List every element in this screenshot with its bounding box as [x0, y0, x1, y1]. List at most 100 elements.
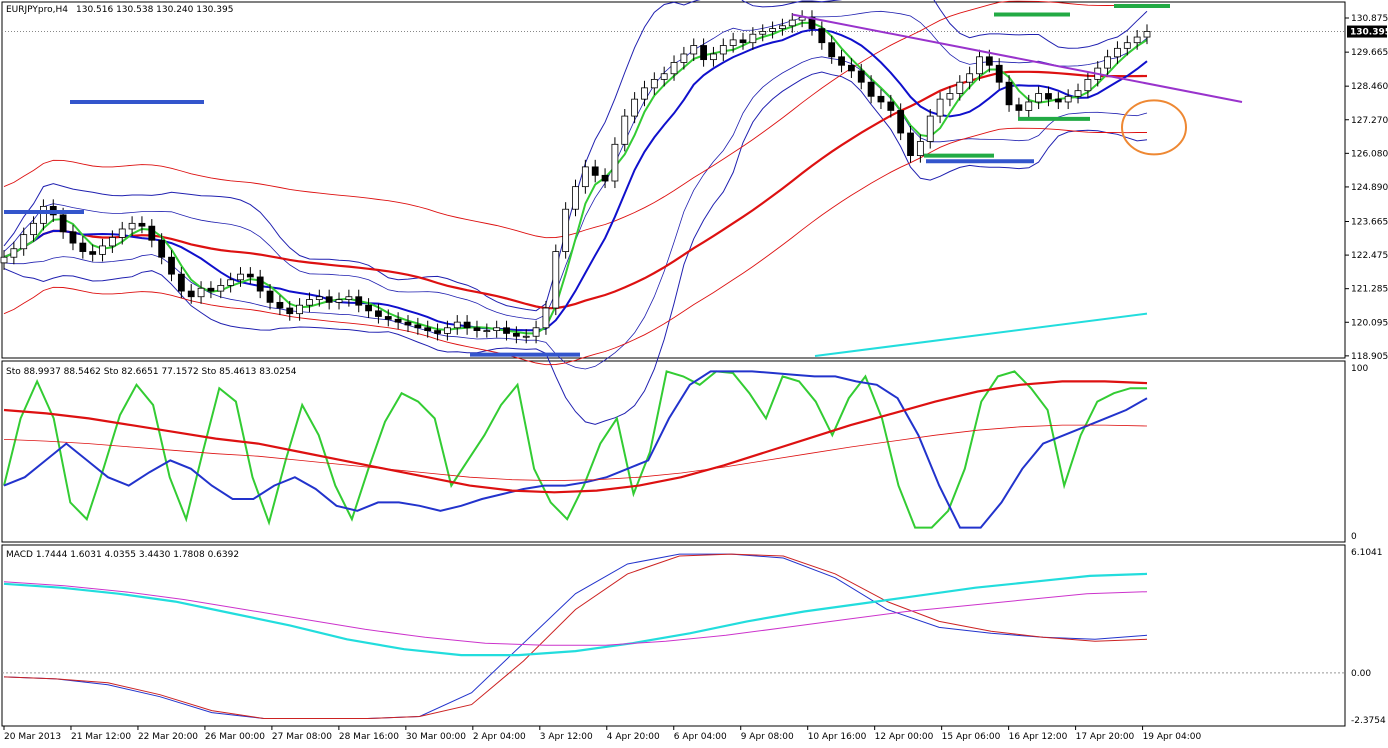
candle-body	[1035, 93, 1043, 103]
time-tick-label: 6 Apr 04:00	[674, 732, 727, 742]
candle-body	[384, 316, 392, 320]
candle-body	[148, 225, 156, 241]
candle-body	[434, 330, 441, 334]
lower-envelope	[3, 127, 1147, 366]
candle-body	[1025, 101, 1033, 111]
macd-tick-label: 0.00	[1351, 669, 1371, 679]
candle-body	[483, 330, 491, 332]
candle-body	[838, 56, 845, 66]
candle-body	[926, 115, 934, 142]
candle-body	[670, 62, 678, 75]
price-tick-label: 129.665	[1351, 48, 1388, 58]
candle-body	[956, 81, 964, 94]
candle-body	[444, 327, 451, 334]
candle-body	[246, 273, 254, 278]
candle-body	[867, 81, 875, 97]
stochastic-title: Sto 88.9937 88.5462 Sto 82.6651 77.1572 …	[6, 367, 297, 377]
macd-tick-label: -2.3754	[1351, 716, 1386, 726]
candle-body	[503, 327, 510, 334]
candle-body	[1084, 78, 1092, 92]
candle-body	[59, 214, 67, 233]
macd-series-line	[3, 553, 1148, 719]
candle-body	[1104, 56, 1111, 69]
candle-body	[976, 56, 983, 75]
candle-body	[1123, 42, 1131, 49]
time-tick-label: 22 Mar 20:00	[138, 732, 198, 742]
candle-body	[936, 98, 944, 117]
fast-ema-line	[3, 21, 1148, 335]
candle-body	[355, 296, 363, 306]
candle-body	[641, 87, 648, 100]
candle-body	[907, 132, 914, 156]
stochastic-signal-line	[3, 424, 1148, 482]
time-tick-label: 16 Apr 12:00	[1009, 732, 1068, 742]
inner-lower-band	[3, 56, 1148, 370]
time-tick-label: 3 Apr 12:00	[540, 732, 593, 742]
candle-body	[542, 307, 550, 329]
time-tick-label: 12 Apr 00:00	[875, 732, 934, 742]
candle-body	[296, 304, 304, 315]
candle-body	[759, 31, 767, 35]
price-tick-label: 123.665	[1351, 218, 1388, 228]
candle-body	[1005, 81, 1013, 106]
macd-series-line	[3, 572, 1148, 657]
candle-body	[532, 327, 540, 337]
candle-body	[335, 299, 343, 303]
candle-body	[108, 237, 116, 247]
candle-body	[325, 296, 333, 303]
candle-body	[769, 28, 776, 32]
upper-envelope	[3, 0, 1148, 239]
mid-ema-line	[3, 28, 1148, 332]
candle-body	[424, 327, 432, 331]
candle-body	[345, 296, 353, 300]
candle-body	[788, 19, 796, 27]
candle-body	[414, 324, 422, 329]
macd-tick-label: 6.1041	[1351, 548, 1383, 558]
price-tick-label: 122.475	[1351, 251, 1388, 261]
candle-body	[20, 234, 28, 250]
price-tick-label: 127.270	[1351, 116, 1388, 126]
candle-body	[966, 73, 974, 83]
stochastic-series-line	[3, 370, 1147, 529]
candle-body	[1114, 47, 1121, 58]
candle-body	[217, 285, 225, 292]
candle-body	[207, 287, 215, 292]
candle-body	[1074, 90, 1082, 97]
candle-body	[680, 53, 688, 63]
price-tag-label: 130.395	[1350, 28, 1388, 38]
candle-body	[1143, 31, 1151, 38]
candle-body	[779, 25, 786, 29]
time-tick-label: 4 Apr 20:00	[607, 732, 660, 742]
candle-body	[660, 73, 668, 80]
candle-body	[0, 256, 8, 264]
stochastic-tick-label: 0	[1351, 532, 1357, 542]
candle-body	[256, 276, 264, 292]
candle-body	[128, 222, 136, 230]
candle-body	[79, 242, 87, 252]
lower-band	[3, 71, 1148, 425]
candle-body	[118, 228, 126, 238]
candle-body	[897, 110, 905, 134]
time-tick-label: 26 Mar 00:00	[205, 732, 265, 742]
candle-body	[286, 307, 294, 315]
candle-body	[572, 186, 579, 210]
candle-body	[552, 251, 560, 309]
macd-series-line	[3, 581, 1148, 646]
candle-body	[985, 56, 993, 66]
candle-body	[1133, 36, 1141, 44]
price-tick-label: 128.460	[1351, 82, 1388, 92]
candle-body	[1054, 98, 1062, 103]
price-plot	[0, 0, 1345, 425]
candle-body	[1015, 104, 1023, 111]
time-tick-label: 10 Apr 16:00	[808, 732, 867, 742]
time-tick-label: 19 Apr 04:00	[1143, 732, 1202, 742]
candle-body	[690, 45, 698, 55]
candle-body	[522, 335, 530, 338]
candle-body	[729, 39, 737, 46]
time-tick-label: 15 Apr 06:00	[942, 732, 1001, 742]
symbol-title: EURJPYpro,H4	[6, 5, 68, 15]
candle-body	[30, 222, 37, 236]
candle-body	[562, 208, 570, 252]
